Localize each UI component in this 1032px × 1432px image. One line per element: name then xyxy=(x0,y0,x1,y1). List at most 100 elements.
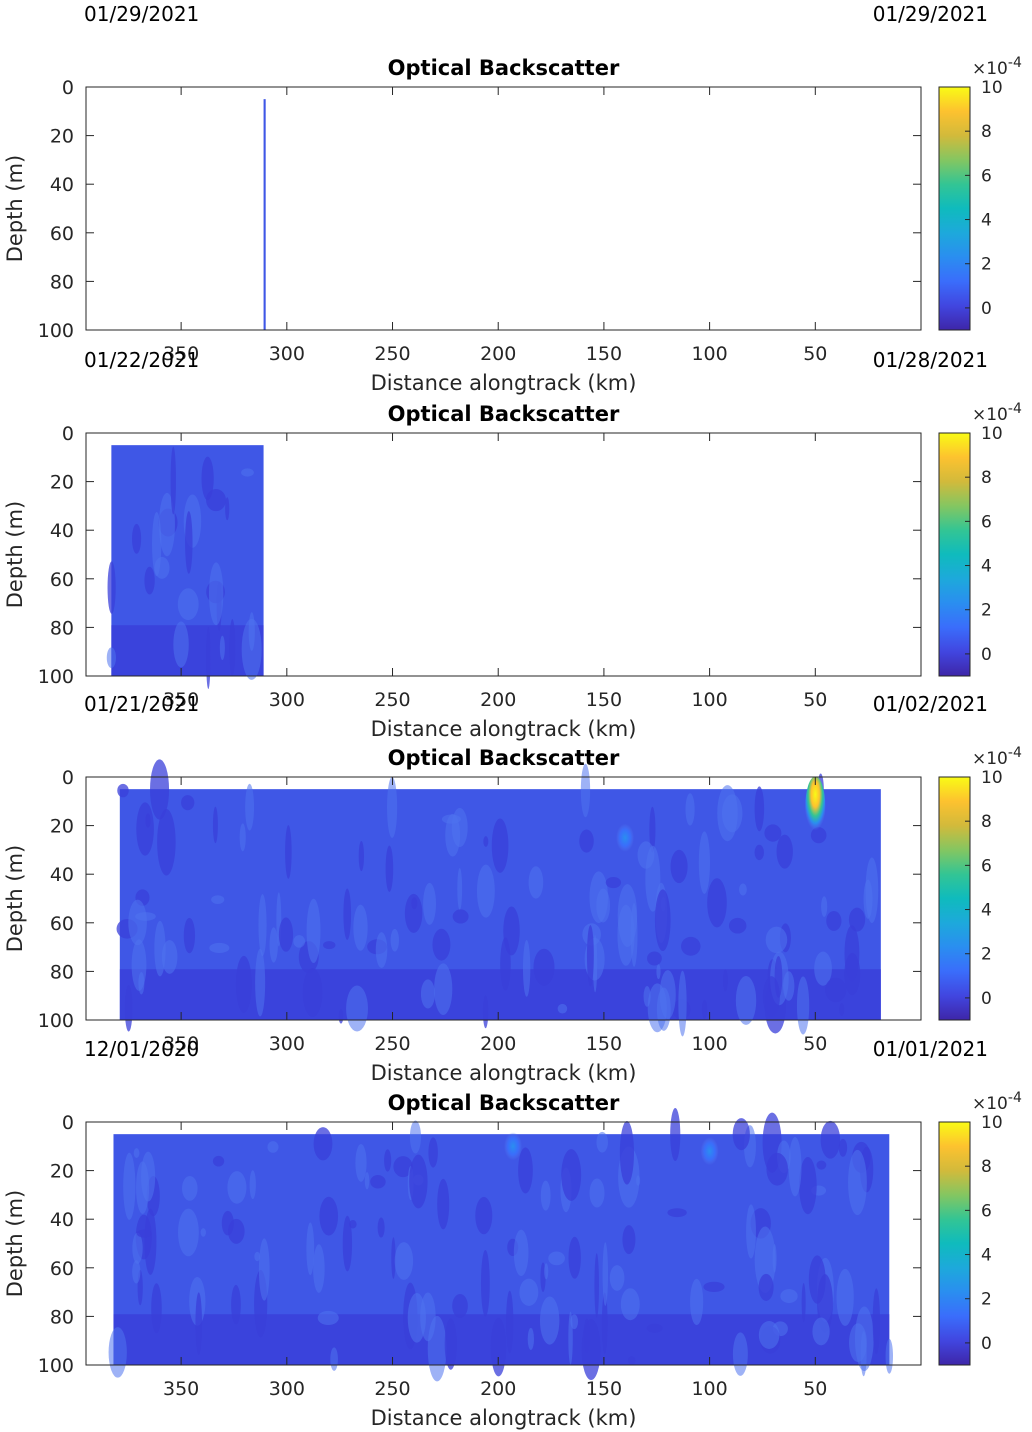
field-patch xyxy=(838,1138,848,1157)
field-patch xyxy=(721,794,743,833)
x-tick-label: 100 xyxy=(691,343,727,365)
field-patch xyxy=(355,1143,367,1182)
field-patch xyxy=(808,1255,826,1304)
date-label-left: 12/01/2020 xyxy=(84,1037,199,1061)
field-patch xyxy=(124,985,133,1032)
field-patch xyxy=(647,951,662,966)
field-patch xyxy=(409,1154,428,1209)
field-fill xyxy=(263,99,266,331)
field-patch xyxy=(539,1296,560,1345)
field-patch xyxy=(619,1120,634,1185)
colorbar-exponent: ×10-4 xyxy=(972,55,1022,79)
field-patch xyxy=(649,806,656,853)
x-tick-label: 350 xyxy=(163,1033,199,1055)
field-patch xyxy=(776,834,793,869)
colorbar-tick-label: 6 xyxy=(981,512,992,532)
field-patch xyxy=(136,802,154,856)
field-patch xyxy=(241,618,262,680)
field-patch xyxy=(617,884,638,948)
colorbar-tick-label: 8 xyxy=(981,1157,992,1177)
field-patch xyxy=(150,759,170,820)
field-patch xyxy=(480,1249,490,1317)
colorbar-tick-label: 6 xyxy=(981,1201,992,1221)
field-patch xyxy=(170,446,176,515)
colorbar-tick-label: 10 xyxy=(981,768,1003,788)
x-tick-label: 200 xyxy=(480,689,516,711)
colorbar-tick-label: 4 xyxy=(981,901,992,921)
field-patch xyxy=(586,925,594,987)
colorbar xyxy=(938,432,971,677)
colorbar-tick-label: 2 xyxy=(981,601,992,621)
field-patch xyxy=(848,1149,867,1216)
field-patch xyxy=(637,841,655,869)
y-tick-label: 60 xyxy=(50,913,74,935)
field-patch xyxy=(136,1161,150,1214)
y-tick-label: 20 xyxy=(50,1161,74,1183)
field-patch xyxy=(338,1009,344,1024)
x-tick-label: 350 xyxy=(163,343,199,365)
y-tick-label: 80 xyxy=(50,617,74,639)
field-patch xyxy=(227,1171,247,1204)
field-patch xyxy=(860,1331,867,1377)
field-patch xyxy=(437,1178,450,1230)
field-patch xyxy=(209,942,230,954)
field-patch xyxy=(409,1120,422,1154)
field-patch xyxy=(159,492,175,557)
field-patch xyxy=(346,985,368,1032)
y-axis-label: Depth (m) xyxy=(3,845,27,952)
chart-title: Optical Backscatter xyxy=(388,746,620,770)
chart-title: Optical Backscatter xyxy=(388,56,620,80)
colorbar-tick-label: 6 xyxy=(981,856,992,876)
field-patch xyxy=(518,1147,533,1194)
field-patch xyxy=(685,793,695,826)
y-tick-label: 80 xyxy=(50,1306,74,1328)
field-patch xyxy=(177,588,199,621)
date-label-right: 01/29/2021 xyxy=(873,2,988,26)
field-patch xyxy=(441,814,461,824)
field-patch xyxy=(765,926,788,954)
field-patch xyxy=(579,829,594,853)
field-patch xyxy=(133,1148,140,1158)
field-patch xyxy=(420,979,435,1009)
date-label-left: 01/29/2021 xyxy=(84,2,199,26)
field-patch xyxy=(739,883,747,896)
data-field xyxy=(116,759,881,1037)
field-patch xyxy=(570,1314,579,1330)
field-patch xyxy=(503,906,520,956)
panel-3: 01/21/2021 01/02/2021 Optical Backscatter 0… xyxy=(3,692,1022,1085)
field-patch xyxy=(836,1268,854,1326)
y-tick-label: 40 xyxy=(50,520,74,542)
x-tick-label: 50 xyxy=(803,689,827,711)
field-patch xyxy=(269,927,278,963)
field-patch xyxy=(581,1319,601,1381)
field-patch xyxy=(358,840,365,872)
field-patch xyxy=(812,1317,830,1346)
field-patch xyxy=(391,1237,396,1279)
y-tick-label: 20 xyxy=(50,126,74,148)
x-tick-label: 150 xyxy=(586,1033,622,1055)
field-patch xyxy=(483,836,489,847)
y-tick-label: 40 xyxy=(50,864,74,886)
field-patch xyxy=(285,825,292,879)
y-tick-label: 20 xyxy=(50,472,74,494)
field-patch xyxy=(323,941,336,950)
field-patch xyxy=(195,1292,203,1355)
field-patch xyxy=(108,1327,127,1378)
field-patch xyxy=(698,831,711,894)
chart-title: Optical Backscatter xyxy=(388,1091,620,1115)
field-patch xyxy=(211,895,225,905)
date-label-right: 01/28/2021 xyxy=(873,348,988,372)
field-patch xyxy=(154,556,170,579)
field-patch xyxy=(353,904,368,951)
y-tick-label: 100 xyxy=(38,1010,74,1032)
field-patch xyxy=(239,823,246,852)
field-patch xyxy=(375,932,388,968)
field-patch xyxy=(758,1321,780,1349)
colorbar-tick-label: 0 xyxy=(981,645,992,665)
field-patch xyxy=(390,928,399,952)
y-tick-label: 20 xyxy=(50,816,74,838)
y-axis-label: Depth (m) xyxy=(3,155,27,262)
field-patch xyxy=(330,1347,338,1371)
panel-4: 12/01/2020 01/01/2021 Optical Backscatter 0… xyxy=(3,1037,1022,1430)
x-tick-label: 350 xyxy=(163,689,199,711)
